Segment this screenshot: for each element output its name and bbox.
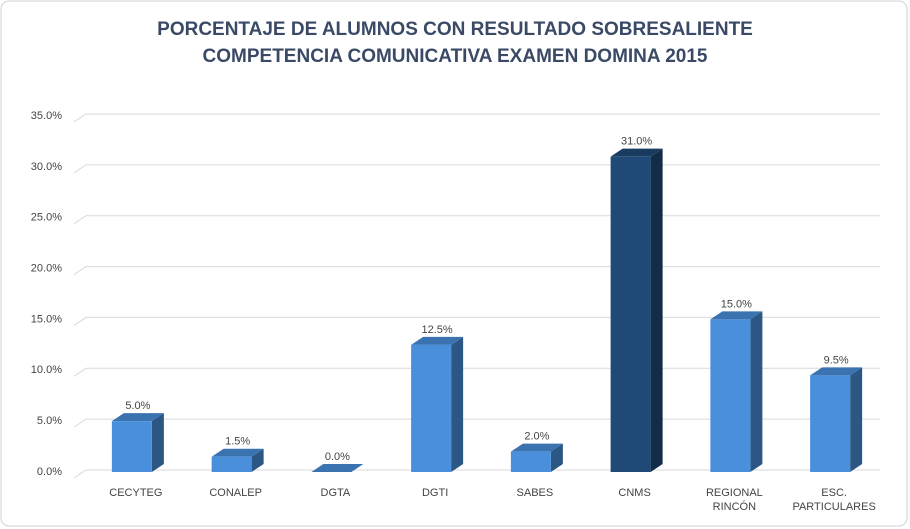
value-label: 2.0% (524, 431, 549, 443)
bar-top (111, 413, 164, 422)
bar-front (111, 421, 152, 472)
bar-top (510, 443, 563, 452)
bar-side (750, 311, 763, 472)
bar (211, 448, 264, 472)
y-tick-label: 0.0% (37, 466, 62, 478)
y-tick-label: 5.0% (37, 415, 62, 427)
y-tick-label: 10.0% (31, 364, 62, 376)
bar-top (810, 367, 863, 376)
value-label: 12.5% (422, 324, 453, 336)
bar-side (151, 413, 164, 472)
bar-front (710, 319, 751, 472)
x-tick-label: REGIONAL RINCÓN (705, 487, 763, 513)
bar (411, 336, 464, 472)
bar-side (850, 367, 863, 472)
x-tick-label: ESC. PARTICULARES (792, 487, 876, 513)
x-tick-label: CECYTEG (109, 487, 163, 499)
bar-side (650, 148, 663, 472)
chart-title: PORCENTAJE DE ALUMNOS CON RESULTADO SOBR… (157, 19, 753, 40)
value-label: 5.0% (125, 400, 150, 412)
bar-front (211, 456, 252, 472)
value-label: 15.0% (721, 298, 752, 310)
bar-top (211, 448, 264, 457)
bar (111, 413, 164, 472)
y-tick-label: 30.0% (31, 161, 62, 173)
bar-side (550, 443, 563, 472)
y-tick-label: 25.0% (31, 212, 62, 224)
bar-side (451, 336, 464, 472)
x-tick-label: DGTA (320, 487, 351, 499)
bar-front (810, 375, 851, 472)
value-label: 0.0% (325, 451, 350, 463)
value-label: 9.5% (824, 354, 849, 366)
bar-front (411, 344, 452, 472)
x-tick-label: DGTI (421, 487, 449, 499)
bar-top (610, 148, 663, 157)
bar (610, 148, 663, 472)
x-tick-label: SABES (516, 487, 554, 499)
bar (311, 464, 364, 472)
grid-line (73, 113, 880, 123)
y-tick-label: 20.0% (31, 262, 62, 274)
chart-title: COMPETENCIA COMUNICATIVA EXAMEN DOMINA 2… (203, 46, 708, 67)
bar-top (411, 336, 464, 345)
bar-top (710, 311, 763, 320)
value-label: 1.5% (225, 436, 250, 448)
value-label: 31.0% (621, 136, 652, 148)
bar (710, 311, 763, 472)
x-tick-label: CNMS (618, 487, 651, 499)
bar-top (311, 464, 364, 472)
bar-front (610, 156, 651, 472)
bar (510, 443, 563, 472)
bar-front (510, 451, 551, 472)
y-tick-label: 15.0% (31, 313, 62, 325)
y-tick-label: 35.0% (31, 110, 62, 122)
bar (810, 367, 863, 472)
bar-side (251, 448, 264, 472)
x-tick-label: CONALEP (209, 487, 262, 499)
